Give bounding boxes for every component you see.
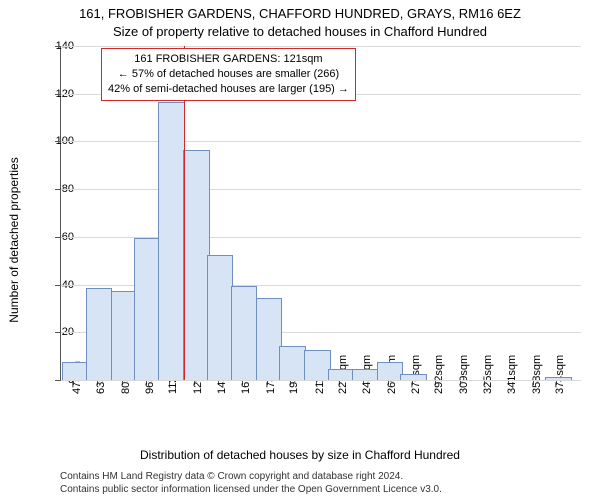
y-tick-mark (55, 94, 60, 95)
y-tick-mark (55, 237, 60, 238)
histogram-bar (231, 286, 257, 380)
grid-line (61, 380, 581, 381)
chart-container: 161, FROBISHER GARDENS, CHAFFORD HUNDRED… (0, 0, 600, 500)
chart-title: 161, FROBISHER GARDENS, CHAFFORD HUNDRED… (0, 6, 600, 21)
y-tick-mark (55, 332, 60, 333)
y-tick-mark (55, 46, 60, 47)
callout-line-1: 161 FROBISHER GARDENS: 121sqm (108, 52, 349, 67)
histogram-bar (328, 369, 354, 380)
histogram-bar (62, 362, 88, 380)
histogram-bar (158, 102, 184, 380)
histogram-bar (207, 255, 233, 380)
histogram-bar (304, 350, 330, 380)
histogram-bar (279, 346, 305, 380)
callout-box: 161 FROBISHER GARDENS: 121sqm ← 57% of d… (101, 48, 356, 101)
histogram-bar (377, 362, 403, 380)
y-tick-mark (55, 141, 60, 142)
attribution: Contains HM Land Registry data © Crown c… (60, 471, 442, 496)
callout-line-2: ← 57% of detached houses are smaller (26… (108, 67, 349, 82)
x-axis-label: Distribution of detached houses by size … (0, 448, 600, 462)
grid-line (61, 141, 581, 142)
histogram-bar (256, 298, 282, 380)
callout-line-3: 42% of semi-detached houses are larger (… (108, 82, 349, 97)
y-tick-mark (55, 285, 60, 286)
histogram-bar (400, 374, 426, 380)
y-axis-label: Number of detached properties (7, 157, 21, 322)
histogram-bar (352, 369, 378, 380)
histogram-bar (183, 150, 209, 380)
y-tick-mark (55, 380, 60, 381)
attribution-line-1: Contains HM Land Registry data © Crown c… (60, 471, 442, 484)
histogram-bar (545, 377, 571, 380)
attribution-line-2: Contains public sector information licen… (60, 484, 442, 497)
histogram-bar (134, 238, 160, 380)
grid-line (61, 46, 581, 47)
chart-subtitle: Size of property relative to detached ho… (0, 24, 600, 39)
plot-area: 161 FROBISHER GARDENS: 121sqm ← 57% of d… (60, 46, 581, 381)
histogram-bar (86, 288, 112, 380)
y-tick-mark (55, 189, 60, 190)
grid-line (61, 189, 581, 190)
histogram-bar (111, 291, 137, 380)
